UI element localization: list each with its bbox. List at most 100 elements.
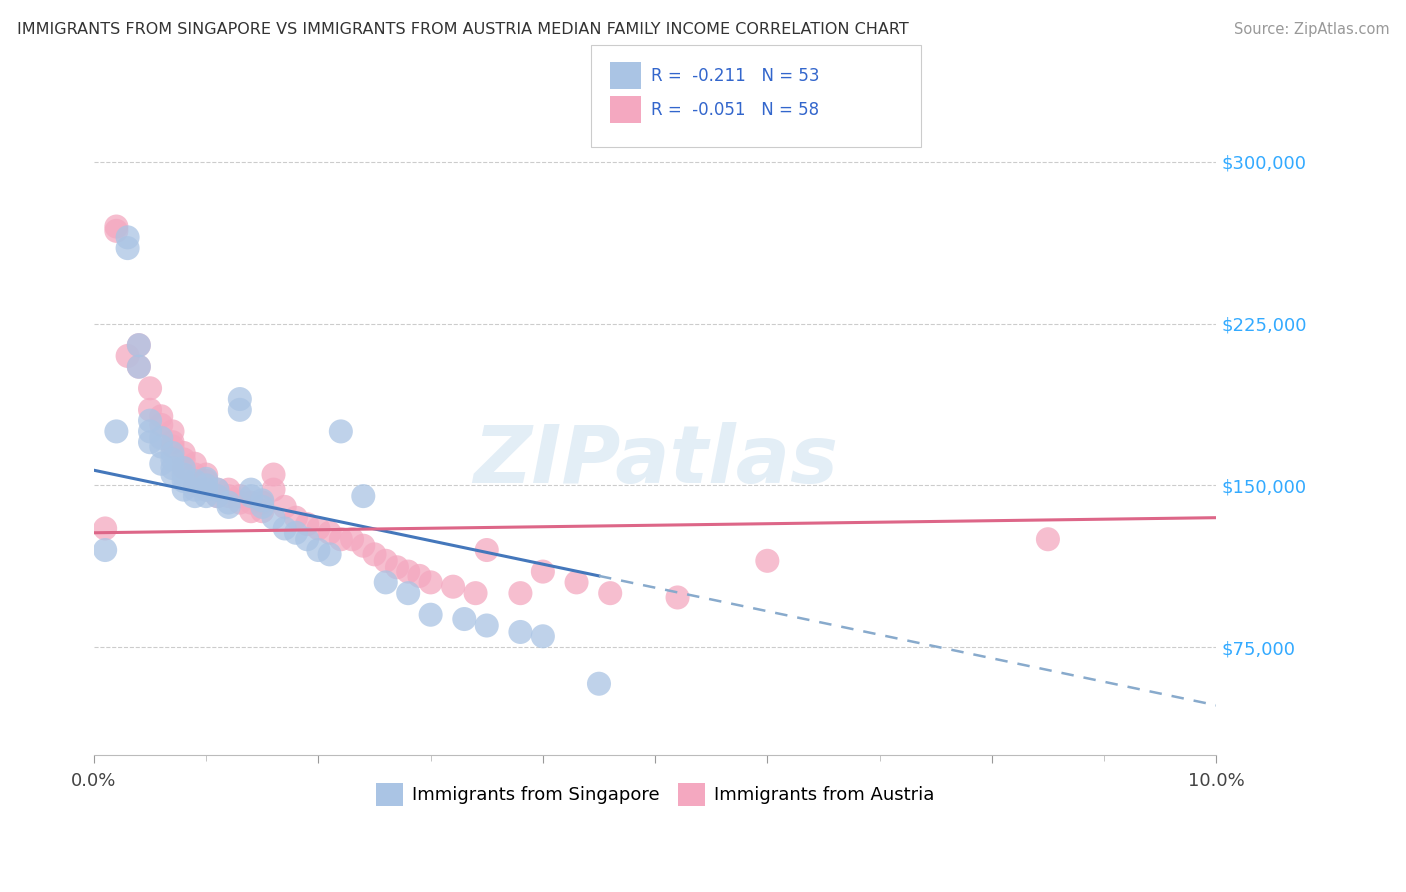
Point [162, 467, 184, 482]
Point [195, 467, 218, 482]
Point [252, 500, 274, 514]
Point [162, 435, 184, 450]
Point [419, 575, 441, 590]
Point [252, 495, 274, 509]
Point [218, 483, 240, 497]
Point [252, 493, 274, 508]
Point [139, 425, 162, 439]
Point [162, 461, 184, 475]
Point [307, 543, 329, 558]
Point [105, 219, 128, 234]
Point [475, 618, 498, 632]
Point [195, 474, 218, 488]
Point [105, 224, 128, 238]
Point [419, 607, 441, 622]
Point [162, 446, 184, 460]
Point [173, 474, 195, 488]
Point [396, 565, 419, 579]
Point [128, 359, 150, 374]
Text: R =  -0.211   N = 53: R = -0.211 N = 53 [651, 67, 820, 85]
Point [318, 547, 340, 561]
Point [374, 575, 396, 590]
Point [105, 425, 128, 439]
Point [599, 586, 621, 600]
Point [218, 495, 240, 509]
Point [195, 483, 218, 497]
Point [207, 489, 229, 503]
Point [173, 483, 195, 497]
Point [588, 677, 610, 691]
Point [117, 241, 139, 255]
Point [295, 533, 318, 547]
Point [464, 586, 486, 600]
Point [509, 586, 531, 600]
Point [128, 338, 150, 352]
Point [329, 533, 352, 547]
Point [475, 543, 498, 558]
Point [229, 392, 252, 406]
Point [207, 483, 229, 497]
Point [173, 446, 195, 460]
Point [184, 474, 207, 488]
Point [184, 483, 207, 497]
Point [139, 414, 162, 428]
Point [385, 560, 408, 574]
Point [218, 500, 240, 514]
Text: R =  -0.051   N = 58: R = -0.051 N = 58 [651, 101, 820, 119]
Point [363, 547, 385, 561]
Point [229, 402, 252, 417]
Point [329, 425, 352, 439]
Point [396, 586, 419, 600]
Point [756, 554, 779, 568]
Point [117, 349, 139, 363]
Point [240, 504, 263, 518]
Point [139, 381, 162, 395]
Point [284, 510, 307, 524]
Point [274, 500, 297, 514]
Point [295, 517, 318, 532]
Point [184, 457, 207, 471]
Point [162, 440, 184, 454]
Point [184, 467, 207, 482]
Point [94, 543, 117, 558]
Point [150, 409, 173, 424]
Point [150, 457, 173, 471]
Point [263, 510, 285, 524]
Point [531, 565, 554, 579]
Point [666, 591, 689, 605]
Text: ZIPatlas: ZIPatlas [472, 422, 838, 500]
Point [162, 425, 184, 439]
Point [173, 452, 195, 467]
Point [195, 483, 218, 497]
Point [139, 435, 162, 450]
Point [150, 417, 173, 432]
Point [117, 230, 139, 244]
Point [173, 461, 195, 475]
Point [374, 554, 396, 568]
Point [531, 629, 554, 643]
Point [195, 472, 218, 486]
Point [128, 338, 150, 352]
Point [150, 440, 173, 454]
Point [352, 489, 374, 503]
Point [263, 467, 285, 482]
Point [263, 483, 285, 497]
Point [441, 580, 464, 594]
Point [1036, 533, 1059, 547]
Point [240, 483, 263, 497]
Point [453, 612, 475, 626]
Point [139, 402, 162, 417]
Point [207, 489, 229, 503]
Text: IMMIGRANTS FROM SINGAPORE VS IMMIGRANTS FROM AUSTRIA MEDIAN FAMILY INCOME CORREL: IMMIGRANTS FROM SINGAPORE VS IMMIGRANTS … [17, 22, 908, 37]
Point [173, 461, 195, 475]
Point [150, 431, 173, 445]
Point [94, 521, 117, 535]
Point [207, 483, 229, 497]
Text: Source: ZipAtlas.com: Source: ZipAtlas.com [1233, 22, 1389, 37]
Point [162, 452, 184, 467]
Point [128, 359, 150, 374]
Point [229, 495, 252, 509]
Point [284, 525, 307, 540]
Point [184, 478, 207, 492]
Point [252, 504, 274, 518]
